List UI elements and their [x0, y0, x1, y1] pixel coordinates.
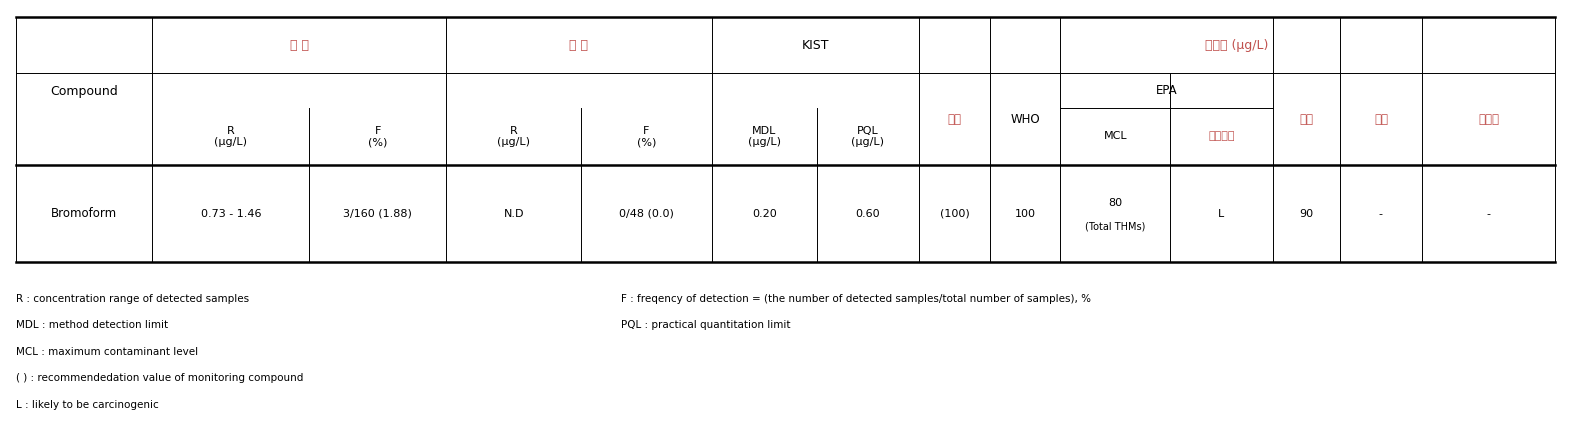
Text: 호주: 호주: [1375, 113, 1387, 126]
Text: 3/160 (1.88): 3/160 (1.88): [344, 209, 412, 219]
Text: 100: 100: [1015, 209, 1035, 219]
Text: MDL : method detection limit: MDL : method detection limit: [16, 320, 168, 330]
Text: (100): (100): [939, 209, 969, 219]
Text: 정 수: 정 수: [289, 39, 309, 52]
Text: 원 수: 원 수: [569, 39, 589, 52]
Text: MDL
(μg/L): MDL (μg/L): [748, 126, 781, 147]
Text: PQL : practical quantitation limit: PQL : practical quantitation limit: [621, 320, 790, 330]
Text: R
(μg/L): R (μg/L): [496, 126, 531, 147]
Text: 0.60: 0.60: [856, 209, 880, 219]
Text: 발암그룹: 발암그룹: [1208, 132, 1235, 141]
Text: MCL: MCL: [1103, 132, 1128, 141]
Text: F : freqency of detection = (the number of detected samples/total number of samp: F : freqency of detection = (the number …: [621, 294, 1090, 304]
Text: 0/48 (0.0): 0/48 (0.0): [619, 209, 674, 219]
Text: ( ) : recommendedation value of monitoring compound: ( ) : recommendedation value of monitori…: [16, 373, 303, 383]
Text: Compound: Compound: [50, 85, 118, 98]
Text: PQL
(μg/L): PQL (μg/L): [851, 126, 884, 147]
Text: KIST: KIST: [801, 39, 829, 52]
Text: F
(%): F (%): [636, 126, 657, 147]
Text: F
(%): F (%): [368, 126, 388, 147]
Text: L: L: [1219, 209, 1224, 219]
Text: (Total THMs): (Total THMs): [1086, 222, 1145, 231]
Text: 한국: 한국: [947, 113, 961, 126]
Text: 0.20: 0.20: [753, 209, 776, 219]
Text: 90: 90: [1299, 209, 1313, 219]
Text: 0.73 - 1.46: 0.73 - 1.46: [201, 209, 261, 219]
Text: R : concentration range of detected samples: R : concentration range of detected samp…: [16, 294, 248, 304]
Text: MCL : maximum contaminant level: MCL : maximum contaminant level: [16, 347, 198, 357]
Text: 캐나다: 캐나다: [1478, 113, 1499, 126]
Text: L : likely to be carcinogenic: L : likely to be carcinogenic: [16, 400, 159, 409]
Text: -: -: [1379, 209, 1382, 219]
Text: 기준값 (μg/L): 기준값 (μg/L): [1205, 39, 1269, 52]
Text: N.D: N.D: [503, 209, 525, 219]
Text: 일본: 일본: [1299, 113, 1313, 126]
Text: R
(μg/L): R (μg/L): [214, 126, 248, 147]
Text: WHO: WHO: [1010, 113, 1040, 126]
Text: EPA: EPA: [1156, 84, 1177, 97]
Text: -: -: [1486, 209, 1491, 219]
Text: Bromoform: Bromoform: [50, 207, 118, 220]
Text: 80: 80: [1109, 198, 1122, 208]
